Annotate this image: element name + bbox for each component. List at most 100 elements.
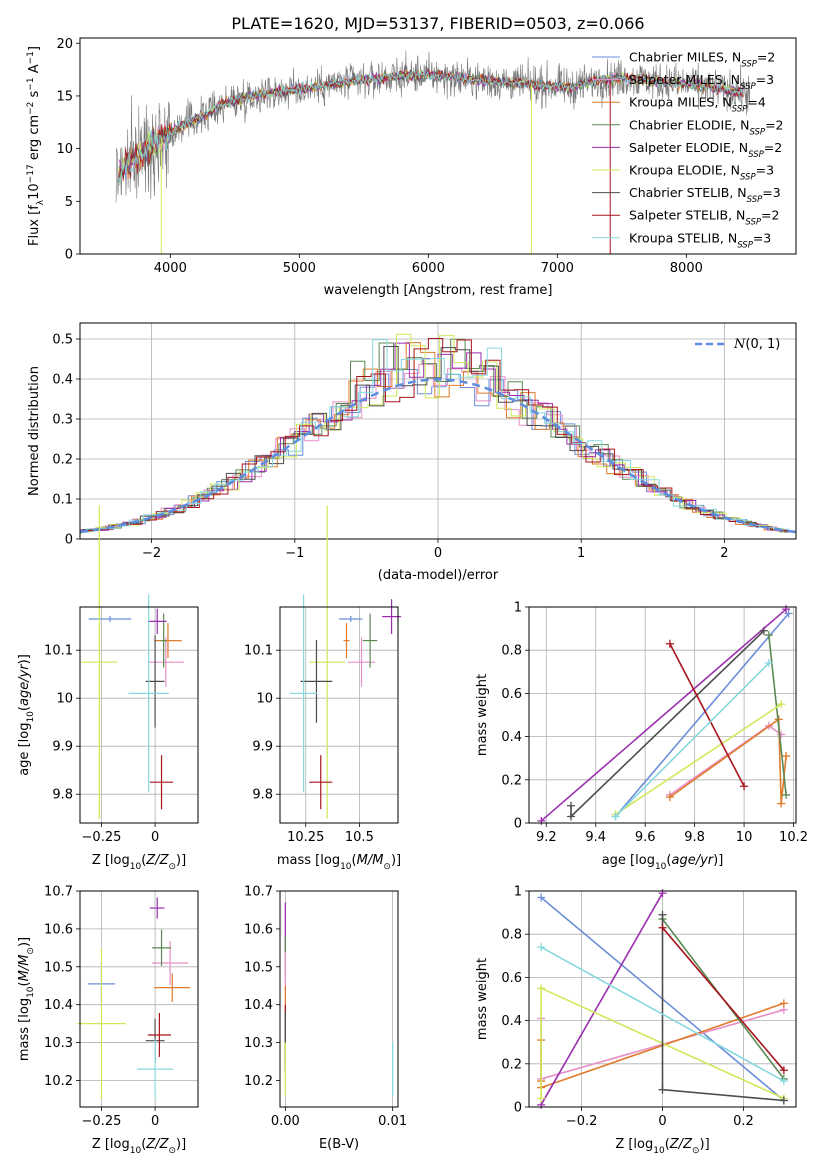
weight-marker: [567, 801, 576, 810]
weight-marker: [611, 812, 620, 821]
y-tick-label: 10.4: [244, 998, 273, 1013]
y-tick-label: 10: [56, 142, 73, 157]
legend-text: Chabrier ELODIE, N: [629, 117, 749, 132]
weight-marker: [777, 799, 786, 808]
x-axis-label: Z [log10(Z/Z⊙)]: [615, 1137, 709, 1156]
weight-line: [614, 662, 770, 818]
axes-frame: [79, 322, 797, 540]
label-part: −2: [26, 102, 36, 115]
legend-text: Salpeter STELIB, N: [629, 208, 745, 223]
y-tick-label: 0.4: [52, 373, 73, 388]
weight-marker: [537, 943, 546, 952]
x-tick-label: 1: [577, 546, 585, 561]
legend-label: Salpeter MILES, NSSP=3: [629, 72, 774, 92]
x-axis-label: wavelength [Angstrom, rest frame]: [324, 283, 553, 298]
y-tick-label: 9.8: [252, 788, 273, 803]
y-axis-label: Normed distribution: [27, 366, 42, 496]
legend-label: Kroupa STELIB, NSSP=3: [629, 230, 771, 250]
label-part: Z/Z: [145, 1137, 169, 1152]
weight-marker: [782, 752, 791, 761]
y-tick-label: 15: [56, 89, 73, 104]
x-tick-label: 0.01: [378, 1114, 407, 1129]
y-tick-label: 0.6: [501, 687, 522, 702]
y-axis-label: age [log10(age/yr)]: [17, 654, 36, 776]
x-tick-label: 7000: [541, 261, 574, 276]
y-tick-label: 0.5: [52, 333, 73, 348]
label-part: )]: [713, 853, 723, 868]
y-tick-label: 10: [56, 692, 73, 707]
y-tick-label: 10.7: [244, 885, 273, 900]
weight-marker: [658, 1085, 667, 1094]
weight-marker: [759, 626, 768, 635]
legend-label: Chabrier ELODIE, NSSP=2: [629, 117, 784, 137]
legend-label: N(0, 1): [733, 337, 780, 352]
x-tick-label: 10.2: [779, 830, 808, 845]
y-tick-label: 0.4: [501, 1014, 522, 1029]
legend-sub: SSP: [737, 240, 753, 250]
label-part: Z/Z: [669, 1137, 693, 1152]
label-part: (: [141, 853, 146, 868]
x-tick-label: 9.8: [684, 830, 705, 845]
weight-line: [669, 717, 787, 804]
label-part: 10: [27, 183, 42, 200]
weight-marker: [665, 793, 674, 802]
y-tick-label: 20: [56, 37, 73, 52]
label-part: 10: [26, 711, 36, 723]
legend-sub: SSP: [745, 218, 761, 228]
label-part: (: [666, 853, 671, 868]
x-tick-label: 2: [720, 546, 728, 561]
weight-marker: [764, 659, 773, 668]
x-axis-label: age [log10(age/yr)]: [602, 853, 724, 872]
legend-args: (0, 1): [745, 337, 780, 352]
label-part: Flux [: [27, 210, 42, 246]
label-part: )]: [17, 937, 32, 947]
weight-line: [540, 892, 664, 1106]
x-axis-label: E(B-V): [319, 1137, 359, 1152]
label-part: (: [17, 706, 32, 711]
axes-frame: [279, 890, 399, 1108]
label-part: (: [352, 853, 357, 868]
legend-sub: SSP: [747, 195, 763, 205]
spectrum-data-line: [115, 50, 751, 203]
label-part: A: [27, 64, 42, 77]
y-tick-label: 0: [65, 248, 73, 263]
legend-text: Salpeter MILES, N: [629, 72, 740, 87]
weight-line: [768, 635, 787, 795]
label-part: 10: [340, 862, 352, 872]
legend-text: Kroupa MILES, N: [629, 95, 732, 110]
label-part: age [log: [17, 723, 32, 776]
axes-frame: [79, 37, 797, 255]
spectrum-model-line: [118, 69, 744, 179]
x-tick-label: 9.2: [536, 830, 557, 845]
x-tick-label: −0.25: [82, 830, 122, 845]
legend-sub: SSP: [732, 105, 748, 115]
y-tick-label: 0.4: [501, 730, 522, 745]
y-tick-label: 10.4: [44, 998, 73, 1013]
hist-series: [80, 333, 796, 534]
y-axis-label: Flux [fλ10−17 erg cm−2 s−1 A−1]: [26, 46, 46, 246]
legend-label: Chabrier STELIB, NSSP=3: [629, 185, 781, 205]
y-tick-label: 10.6: [244, 922, 273, 937]
weight-marker: [782, 605, 791, 614]
legend-label: Salpeter STELIB, NSSP=2: [629, 208, 779, 228]
label-part: M/M: [357, 853, 384, 868]
axes-mass_vs_Z: −0.25 010.210.310.410.510.610.7Z [log10(Z…: [17, 885, 199, 1156]
x-tick-label: 10.5: [345, 830, 374, 845]
hist-series: [80, 346, 796, 533]
spectrum-lines: [115, 50, 751, 254]
y-tick-label: 0.8: [501, 644, 522, 659]
figure-title: PLATE=1620, MJD=53137, FIBERID=0503, z=0…: [231, 14, 644, 33]
x-tick-label: 6000: [412, 261, 445, 276]
x-tick-label: −0.25: [82, 1114, 122, 1129]
y-tick-label: 10.2: [44, 1074, 73, 1089]
weight-marker: [784, 609, 793, 618]
hist-lines: [80, 333, 796, 534]
label-part: 10: [655, 862, 667, 872]
normal-curve: [80, 378, 796, 534]
label-part: age/yr: [671, 853, 714, 868]
label-part: (: [141, 1137, 146, 1152]
y-tick-label: 0: [514, 817, 522, 832]
